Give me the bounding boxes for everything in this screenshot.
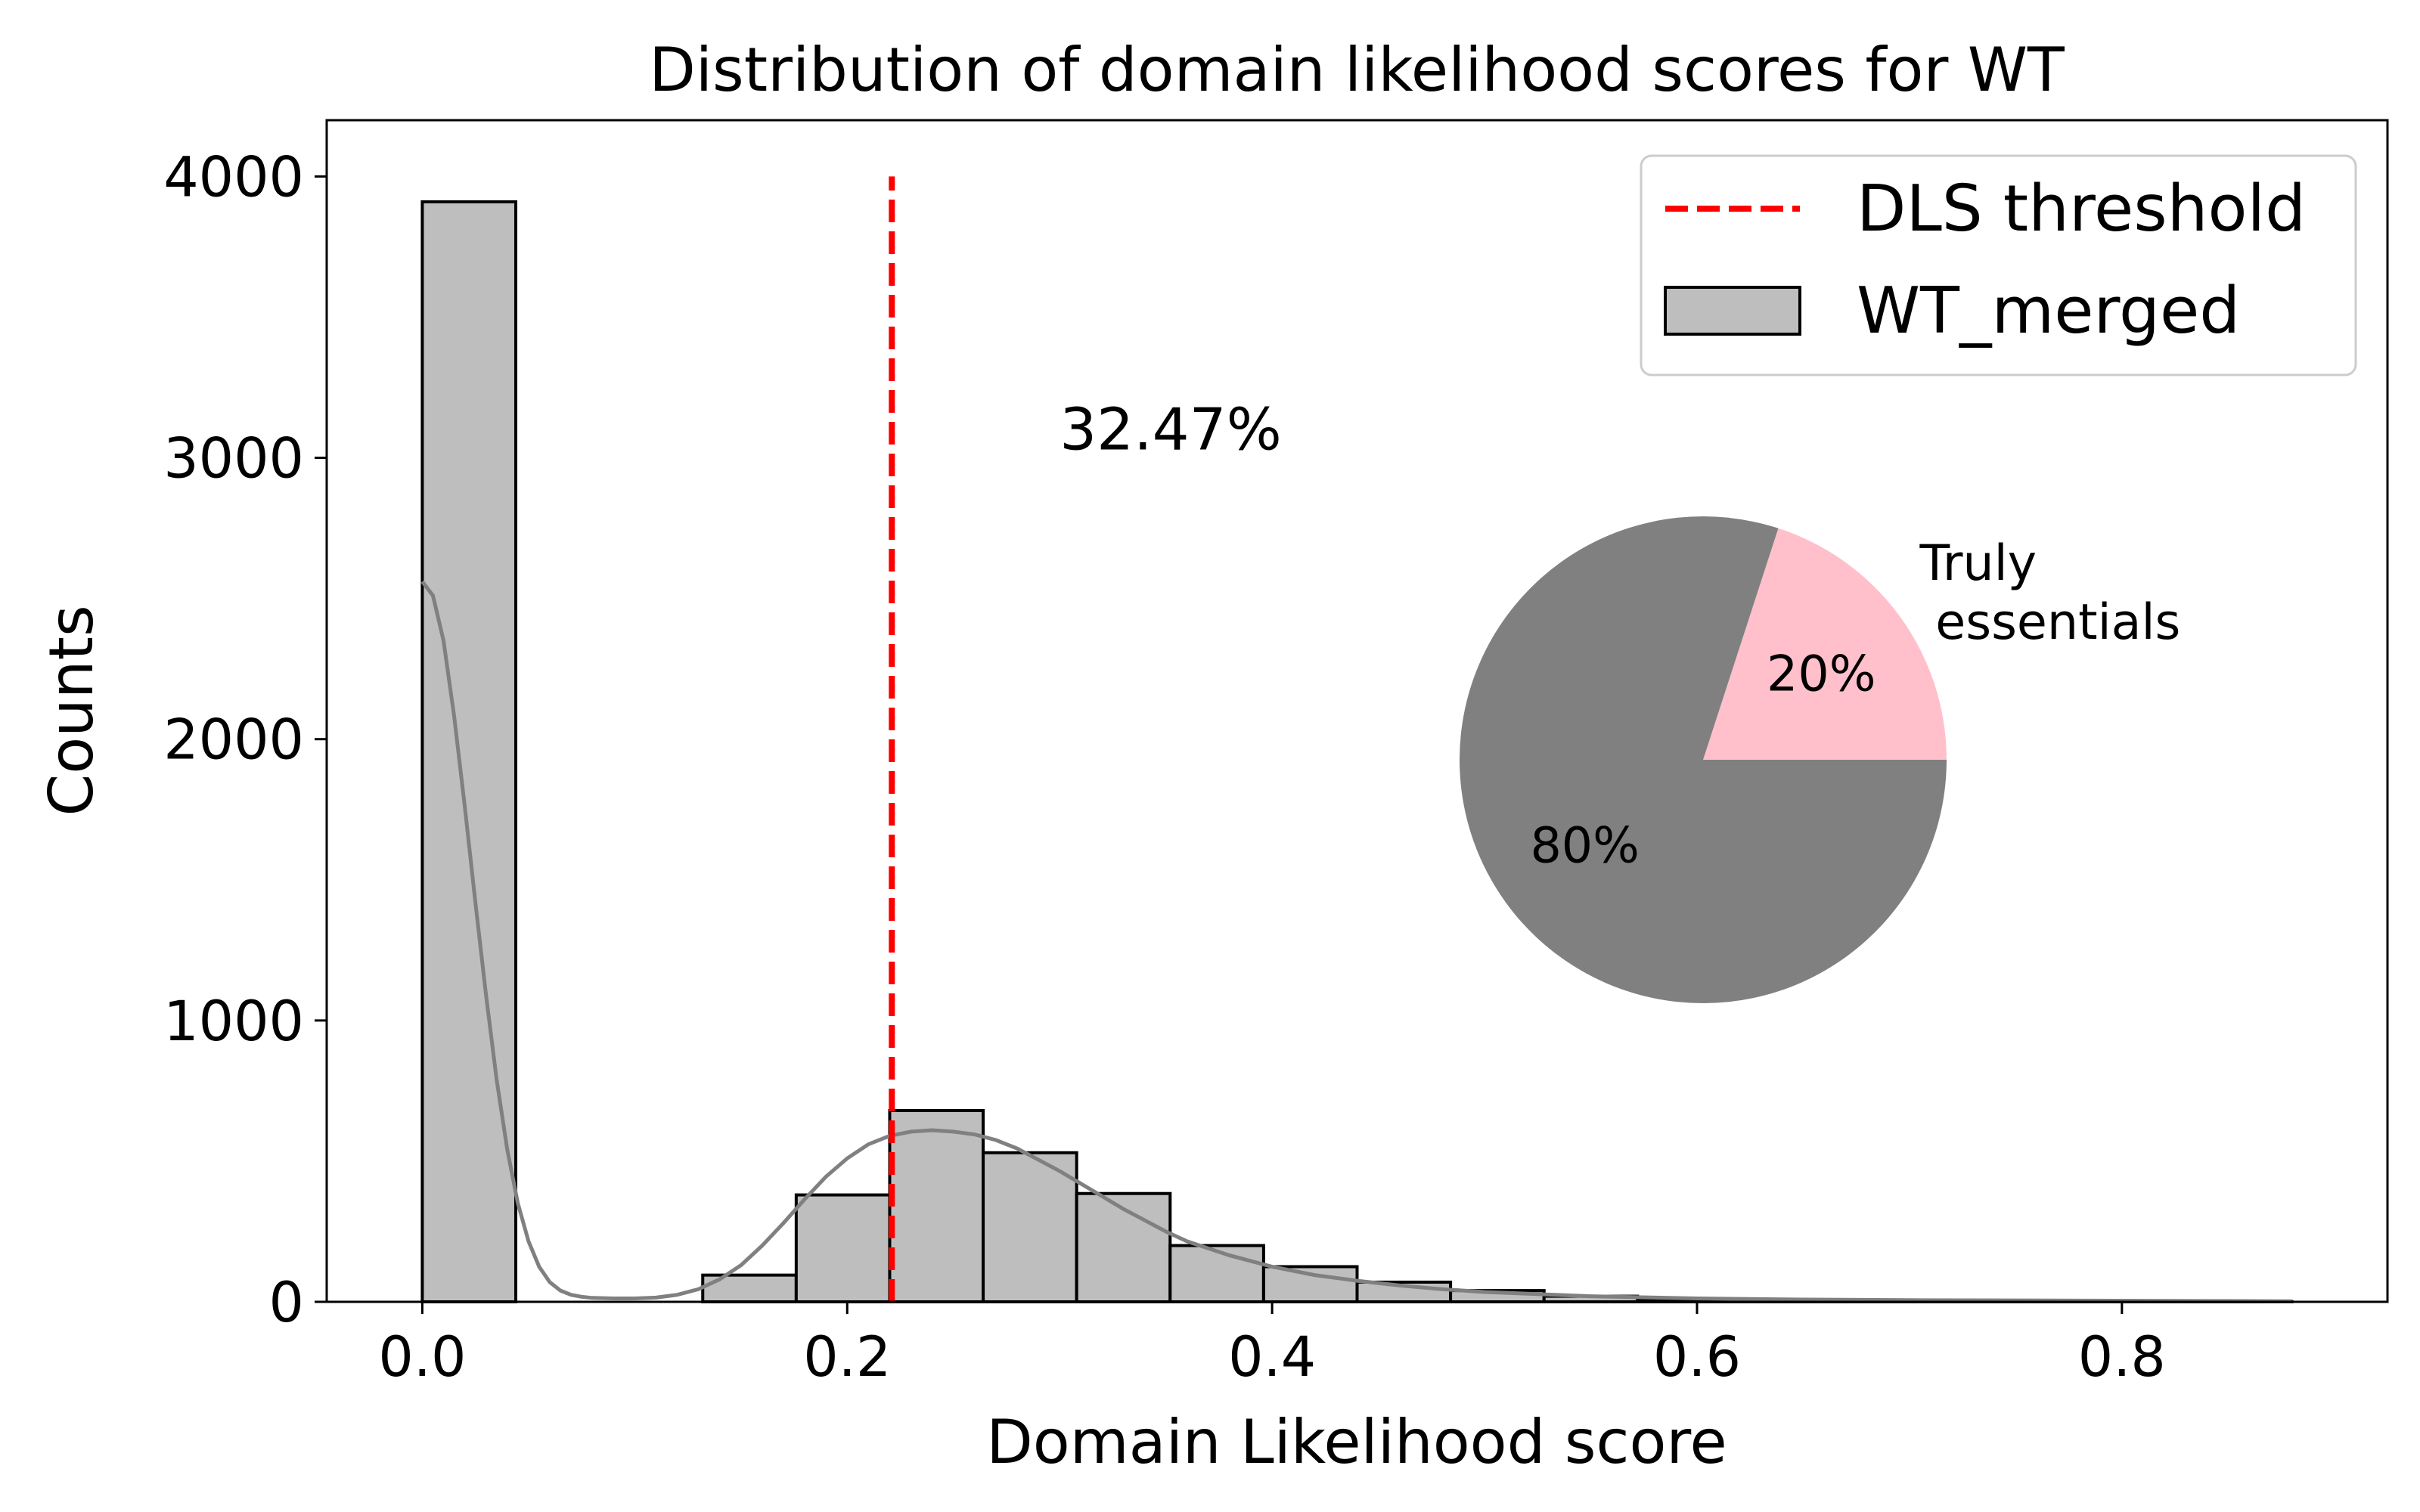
y-axis-label: Counts	[36, 605, 107, 816]
histogram-bar	[701, 1273, 798, 1304]
legend-wt-merged-swatch	[1664, 286, 1801, 336]
pie-percent-label: 80%	[1530, 818, 1639, 875]
histogram-bar	[888, 1108, 985, 1304]
kde-curve	[420, 580, 2292, 1303]
pie-percent-label: 20%	[1767, 646, 1876, 702]
histogram-bar	[982, 1151, 1078, 1303]
chart-title: Distribution of domain likelihood scores…	[649, 35, 2065, 105]
y-axis-ticks: 0 1000 2000 3000 4000	[163, 145, 327, 1335]
histogram-bar	[420, 200, 518, 1304]
y-tick-label: 3000	[163, 427, 304, 491]
x-tick-label: 0.4	[1228, 1325, 1316, 1390]
pie-slice	[1703, 528, 1947, 760]
y-tick-label: 4000	[163, 145, 304, 209]
legend-wt-merged-label: WT_merged	[1857, 274, 2240, 349]
plot-area	[325, 119, 2389, 1304]
x-axis-label: Domain Likelihood score	[986, 1407, 1727, 1477]
histogram-bar	[1168, 1244, 1265, 1303]
pie-slice-label: Truly essentials	[1919, 535, 2181, 651]
x-tick-label: 0.0	[378, 1325, 466, 1390]
x-tick-label: 0.8	[2078, 1325, 2166, 1390]
legend: DLS threshold WT_merged	[1640, 154, 2357, 376]
inset-pie-chart: 20% Truly essentials 80%	[1460, 516, 2181, 1004]
y-tick-label: 2000	[163, 708, 304, 773]
pie-slice	[1460, 516, 1947, 1004]
legend-box	[1640, 154, 2357, 376]
axes-frame	[325, 119, 2389, 1303]
legend-threshold-label: DLS threshold	[1857, 172, 2306, 246]
histogram-bar	[1261, 1265, 1359, 1304]
y-tick-label: 0	[269, 1271, 304, 1335]
x-tick-label: 0.2	[803, 1325, 891, 1390]
percentage-annotation: 32.47%	[1060, 396, 1282, 463]
x-axis-ticks: 0.0 0.2 0.4 0.6 0.8	[378, 1302, 2166, 1390]
histogram-bars	[420, 200, 2294, 1304]
x-tick-label: 0.6	[1653, 1325, 1741, 1390]
histogram-bar	[794, 1193, 892, 1303]
y-tick-label: 1000	[163, 990, 304, 1054]
